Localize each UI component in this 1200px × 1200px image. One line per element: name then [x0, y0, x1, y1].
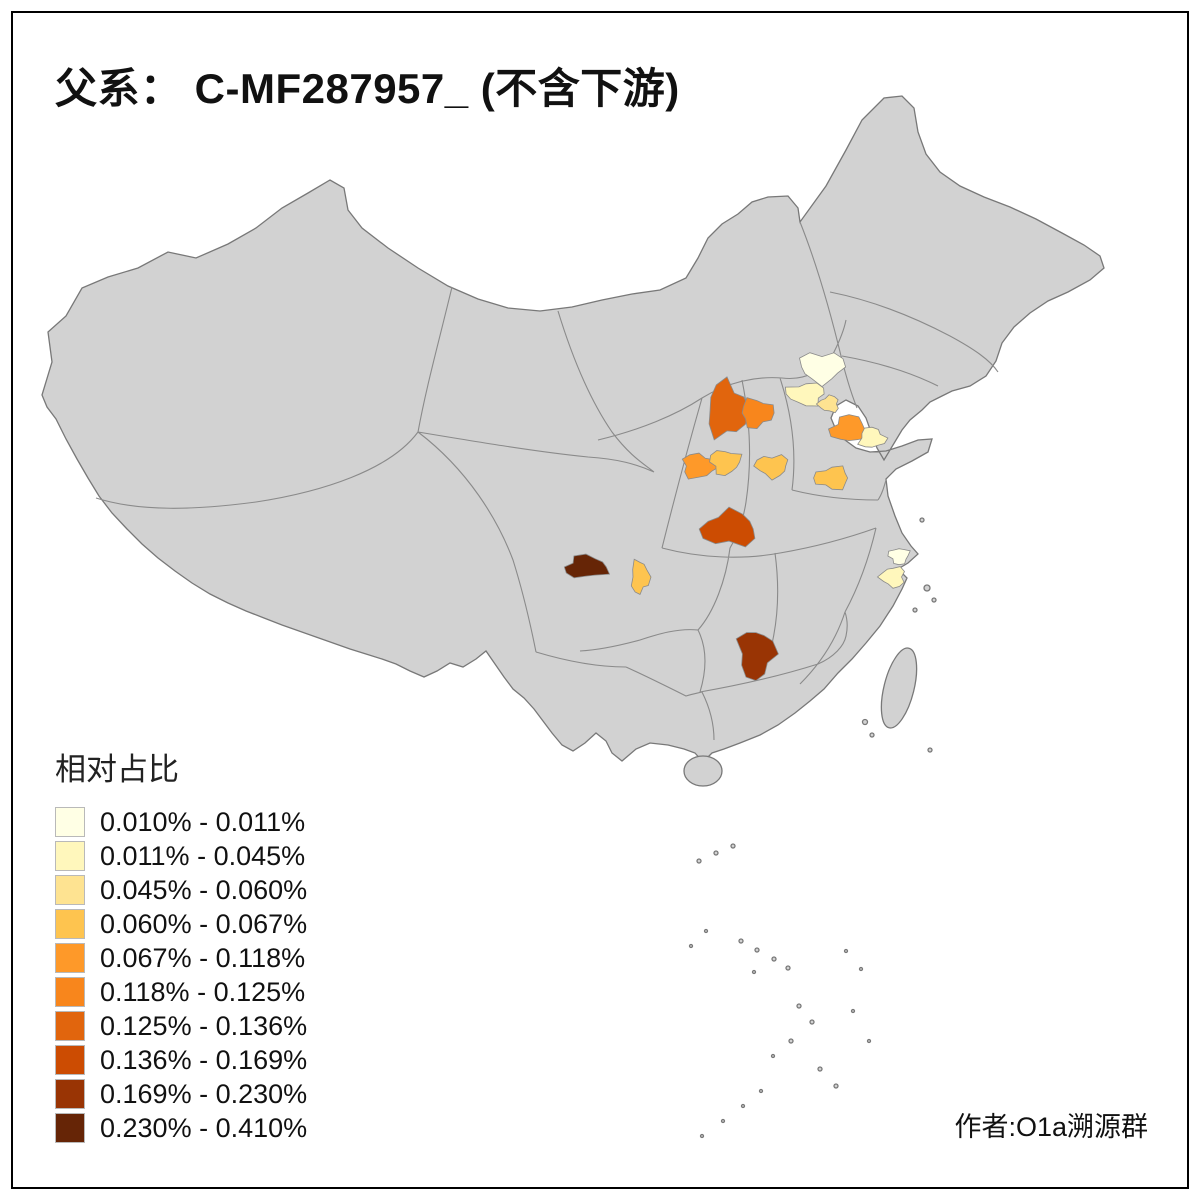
legend-swatch	[55, 875, 85, 905]
map-region	[753, 454, 789, 481]
map-region	[735, 632, 779, 682]
figure-title: 父系： C-MF287957_ (不含下游)	[55, 65, 680, 112]
credit-text: 作者:O1a溯源群	[954, 1112, 1148, 1142]
sea-islands	[688, 517, 937, 1139]
legend-label: 0.045% - 0.060%	[100, 874, 308, 905]
map-region	[784, 382, 825, 407]
map-region	[563, 553, 611, 579]
map-region	[857, 426, 889, 448]
map-region	[741, 397, 775, 430]
legend-items: 0.010% - 0.011% 0.011% - 0.045% 0.045% - 0…	[55, 805, 307, 1145]
map-region	[708, 376, 751, 441]
map-region	[815, 394, 839, 414]
legend-label: 0.136% - 0.169%	[100, 1044, 308, 1075]
legend-item: 0.230% - 0.410%	[55, 1111, 307, 1145]
legend-label: 0.125% - 0.136%	[100, 1010, 308, 1041]
hainan-island	[683, 755, 723, 787]
legend-swatch	[55, 909, 85, 939]
legend-item: 0.118% - 0.125%	[55, 975, 307, 1009]
legend-swatch	[55, 1045, 85, 1075]
legend-label: 0.010% - 0.011%	[100, 806, 306, 837]
legend-swatch	[55, 977, 85, 1007]
legend-item: 0.067% - 0.118%	[55, 941, 307, 975]
map-region	[828, 414, 871, 442]
legend-title: 相对占比	[55, 752, 179, 787]
map-region	[630, 558, 652, 595]
china-outline	[41, 95, 1105, 763]
map-region	[876, 566, 905, 589]
legend-swatch	[55, 841, 85, 871]
highlighted-regions	[563, 352, 911, 682]
map-region	[799, 352, 847, 388]
legend-swatch	[55, 1113, 85, 1143]
legend-label: 0.118% - 0.125%	[100, 976, 306, 1007]
legend-item: 0.010% - 0.011%	[55, 805, 307, 839]
legend-item: 0.045% - 0.060%	[55, 873, 307, 907]
legend-item: 0.136% - 0.169%	[55, 1043, 307, 1077]
map-region	[887, 548, 911, 566]
province-borders	[95, 221, 999, 741]
taiwan-island	[880, 647, 918, 729]
legend-swatch	[55, 807, 85, 837]
legend-label: 0.169% - 0.230%	[100, 1078, 308, 1109]
legend-label: 0.230% - 0.410%	[100, 1112, 308, 1143]
map-region	[698, 506, 756, 548]
map-region	[709, 450, 743, 477]
legend-item: 0.060% - 0.067%	[55, 907, 307, 941]
legend-swatch	[55, 943, 85, 973]
legend-item: 0.169% - 0.230%	[55, 1077, 307, 1111]
legend-label: 0.060% - 0.067%	[100, 908, 308, 939]
legend-item: 0.011% - 0.045%	[55, 839, 307, 873]
map-region	[813, 465, 849, 491]
legend-label: 0.011% - 0.045%	[100, 840, 306, 871]
legend-label: 0.067% - 0.118%	[100, 942, 306, 973]
legend-item: 0.125% - 0.136%	[55, 1009, 307, 1043]
legend-swatch	[55, 1011, 85, 1041]
legend: 相对占比 0.010% - 0.011% 0.011% - 0.045% 0.045…	[55, 744, 307, 1145]
legend-swatch	[55, 1079, 85, 1109]
